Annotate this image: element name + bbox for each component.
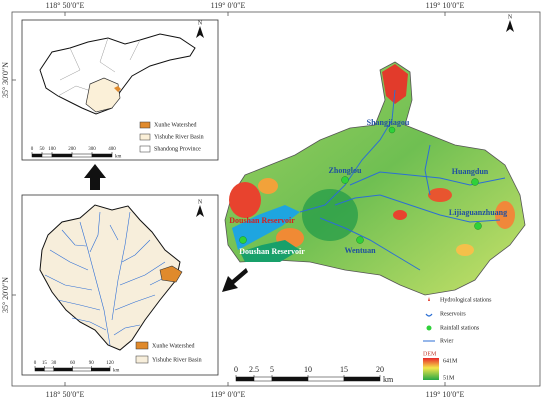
north-arrow-label: N [508,14,513,20]
scale-tick-label: 15 [340,365,348,374]
scale-segment [91,153,113,158]
scale-tick-label: 15 [42,361,48,366]
rainfall-station [388,126,396,134]
arrow [84,164,106,190]
scale-tick-label: 100 [48,147,56,152]
legend-label: Hydrological stations [440,297,492,303]
station-label: Huangdun [452,167,489,176]
scale-tick-label: 2.5 [249,365,259,374]
scale-segment [253,376,273,382]
scale-tick-label: 10 [304,365,312,374]
longitude-label: 119° 0′0″E [211,390,246,399]
scale-segment [41,153,53,158]
scale-unit: km [383,375,394,384]
scale-tick-label: 200 [68,147,76,152]
scale-tick-label: 0 [34,361,37,366]
station-label: Wentuan [344,246,376,255]
legend-label: Rvier [440,338,453,344]
station-label: Lijiaguanzhuang [449,208,507,217]
scale-tick-label: 20 [376,365,384,374]
basin-inset: N Xunhe Watershed Yishuhe River Basin [21,194,219,376]
scale-tick-label: 5 [270,365,274,374]
scale-segment [44,367,54,372]
watershed-dem [224,61,526,296]
longitude-label: 119° 0′0″E [211,1,246,10]
scale-segment [91,367,111,372]
scale-unit: km [113,369,120,374]
reservoir-label: Doushan Reservoir [239,247,305,256]
station-label: Zhonglou [329,166,362,175]
scale-tick-label: 60 [70,361,76,366]
scale-tick-label: 300 [88,147,96,152]
frame-ticks [12,12,446,386]
rainfall-station [471,178,479,186]
province-inset: N Xunhe Watershed Yishuhe River Basin Sh… [21,19,219,161]
scale-tick-label: 30 [51,361,57,366]
scale-tick-label: 0 [234,365,238,374]
main-legend: Hydrological stations Reservoirs Rainfal… [423,297,492,381]
longitude-label: 118° 50′0″E [46,1,85,10]
dem-low: 51M [443,375,455,381]
legend-label: Xunhe Watershed [152,343,195,349]
reservoir-label: Doushan Reservoir [229,216,295,225]
scale-segment [71,153,93,158]
scale-segment [271,376,309,382]
longitude-label: 118° 50′0″E [46,390,85,399]
longitude-label: 119° 10′0″E [426,390,465,399]
scale-segment [235,376,255,382]
rainfall-station [341,176,349,184]
scale-unit: km [115,155,122,160]
dem-title: DEM [423,351,437,357]
scale-tick-label: 90 [89,361,95,366]
station-label: Shangjiagou [367,118,410,127]
scale-segment [72,367,92,372]
legend-label: Yishuhe River Basin [154,134,204,140]
longitude-label: 119° 10′0″E [426,1,465,10]
scale-segment [307,376,345,382]
legend-label: Yishuhe River Basin [152,357,202,363]
latitude-label: 35° 20′0″N [1,277,10,313]
rainfall-station [239,236,247,244]
north-arrow-label: N [198,20,203,26]
legend-label: Shandong Province [154,146,201,152]
scale-tick-label: 50 [40,147,46,152]
scale-tick-label: 0 [31,147,34,152]
scale-tick-label: 120 [106,361,114,366]
north-arrow [506,20,514,32]
scale-tick-label: 400 [108,147,116,152]
latitude-label: 35° 30′0″N [1,62,10,98]
legend-label: Xunhe Watershed [154,122,197,128]
north-arrow-label: N [198,199,203,205]
scale-segment [31,153,43,158]
scale-segment [34,367,45,372]
scale-segment [51,153,73,158]
rainfall-station [356,236,364,244]
legend-label: Rainfall stations [440,324,480,331]
dem-high: 641M [443,358,458,364]
scale-segment [53,367,73,372]
rainfall-station [474,222,482,230]
legend-label: Reservoirs [440,311,466,317]
scale-segment [343,376,381,382]
map-frame [11,11,541,387]
arrow [222,268,248,292]
